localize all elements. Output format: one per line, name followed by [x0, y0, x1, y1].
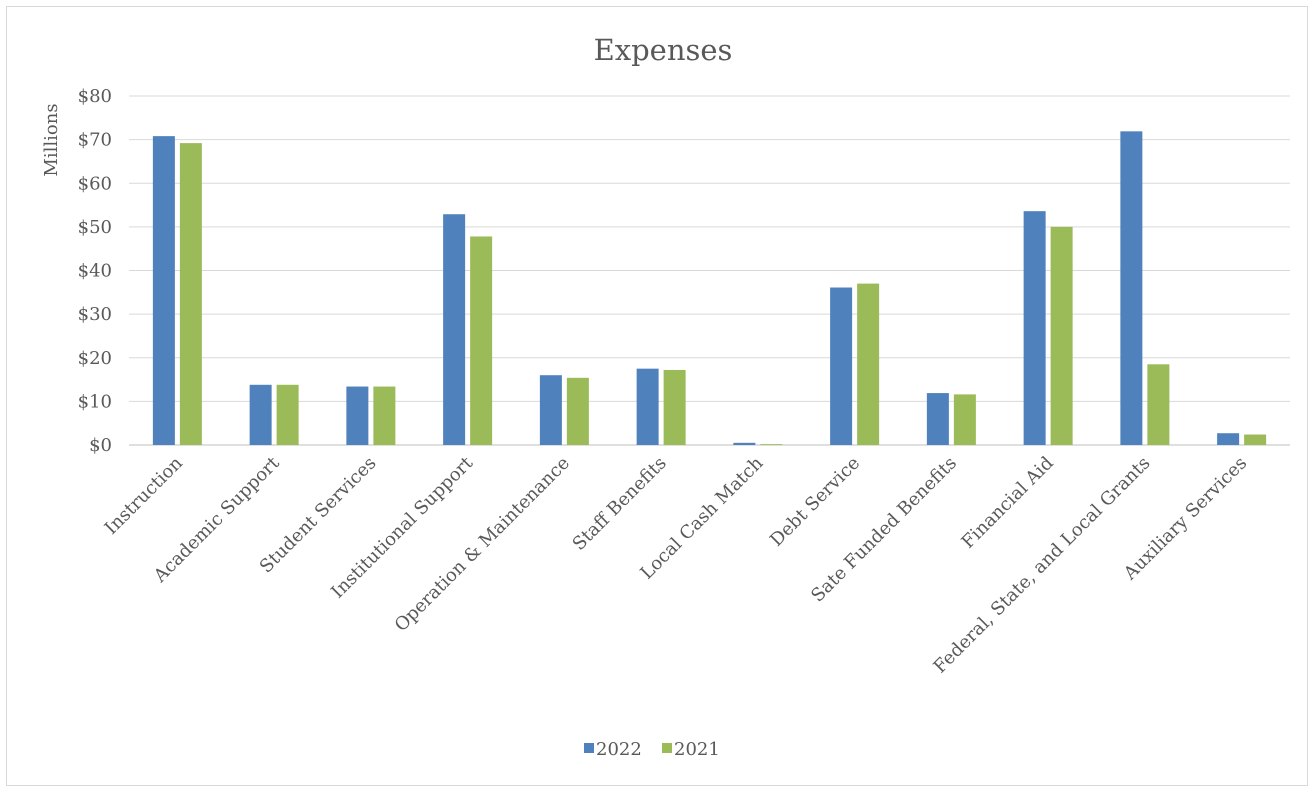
bar-2022	[346, 386, 369, 445]
bar-2022	[249, 384, 272, 445]
chart-title: Expenses	[594, 33, 733, 67]
y-axis-label: Millions	[41, 103, 62, 176]
bar-2021	[373, 386, 396, 445]
bar-2021	[760, 444, 783, 445]
y-tick-label: $50	[78, 217, 112, 238]
y-tick-label: $80	[78, 86, 112, 107]
y-tick-label: $40	[78, 261, 112, 282]
bar-2021	[1244, 434, 1267, 445]
legend-label: 2022	[596, 739, 642, 760]
bar-2022	[926, 393, 949, 445]
bar-2021	[857, 283, 880, 445]
y-tick-label: $20	[78, 348, 112, 369]
bar-2021	[276, 384, 299, 445]
y-tick-label: $70	[78, 130, 112, 151]
bar-2021	[470, 236, 493, 445]
bar-2022	[539, 375, 562, 445]
bar-2021	[566, 377, 589, 445]
bar-2021	[179, 143, 202, 446]
x-tick-label: Instruction	[101, 452, 187, 538]
bars	[152, 131, 1267, 446]
bar-2021	[953, 394, 976, 445]
y-tick-label: $0	[89, 435, 112, 456]
bar-2021	[663, 369, 686, 445]
legend-swatch	[584, 743, 594, 753]
x-tick-label: Staff Benefits	[569, 453, 671, 555]
bar-2022	[1120, 131, 1143, 445]
bar-2021	[1147, 364, 1170, 445]
bar-2021	[1050, 226, 1073, 445]
legend: 2022 2021	[584, 739, 720, 760]
x-tick-label: Federal, State, and Local Grants	[930, 453, 1155, 678]
bar-2022	[1217, 433, 1240, 445]
y-tick-label: $10	[78, 391, 112, 412]
legend-swatch	[662, 743, 672, 753]
bar-2022	[152, 136, 175, 445]
bar-2022	[443, 214, 466, 445]
bar-2022	[830, 287, 853, 445]
y-tick-label: $60	[78, 173, 112, 194]
y-tick-label: $30	[78, 304, 112, 325]
bar-2022	[1023, 211, 1046, 445]
bar-2022	[733, 442, 756, 445]
bar-2022	[636, 368, 659, 445]
legend-label: 2021	[674, 739, 720, 760]
gridlines	[129, 95, 1290, 446]
y-axis-ticks: $0 $10 $20 $30 $40 $50 $60 $70 $80	[78, 86, 112, 456]
x-tick-label: Operation & Maintenance	[391, 453, 574, 636]
x-tick-label: Debt Service	[766, 453, 864, 551]
x-tick-label: Financial Aid	[958, 453, 1058, 553]
